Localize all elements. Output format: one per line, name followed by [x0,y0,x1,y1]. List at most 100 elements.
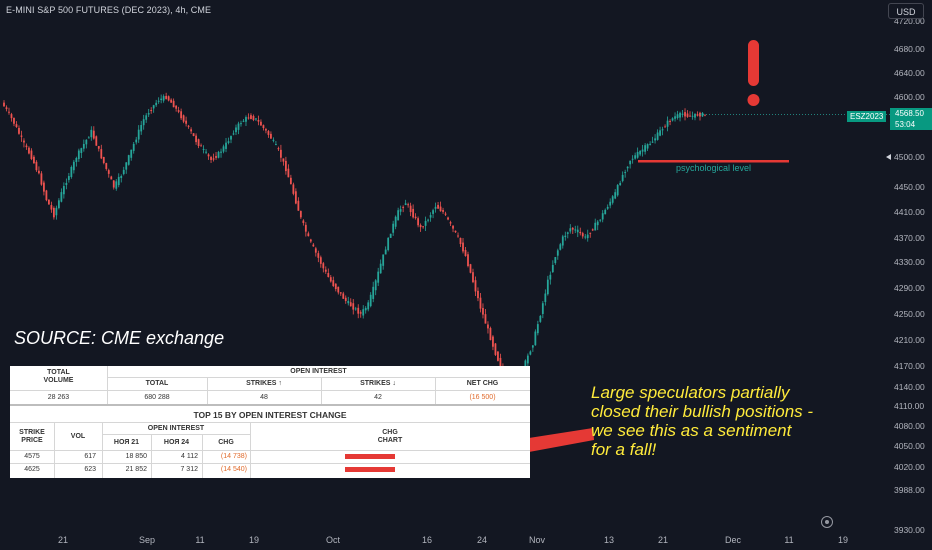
candle-body [689,115,691,117]
candle-body [307,233,310,237]
nov24-header: НОЯ 24 [163,439,190,446]
candle-body [392,223,395,233]
candle-body [147,113,150,115]
y-tick-label: 4020.00 [894,462,925,472]
candle-body [694,113,696,118]
candle-body [417,218,420,226]
candle-body [382,254,385,266]
candle-body [437,204,439,209]
candle-body [252,116,255,120]
candle-body [262,125,265,129]
candle-body [472,272,474,283]
y-tick-label: 4210.00 [894,335,925,345]
candle-body [137,129,140,140]
currency-button[interactable]: USD [888,3,924,19]
candle-body [419,225,422,228]
candle-body [639,150,642,155]
candle-body [245,117,247,122]
candle-body [449,222,452,224]
candle-body [289,177,292,185]
candle-body [212,158,215,160]
candle-body [115,181,118,189]
candle-body [170,99,173,103]
candle-body [581,233,584,237]
y-tick-label: 3930.00 [894,525,925,535]
candle-body [45,190,48,201]
candle-body [80,148,83,153]
candle-body [586,234,589,239]
candle-body [569,228,572,232]
candle-body [297,200,300,211]
candle-body [92,130,95,139]
candle-body [175,105,178,109]
chg-header: CHG [218,439,234,446]
row-nov21: 21 852 [125,466,147,473]
candle-body [429,215,432,218]
strikes-down-header: STRIKES ↓ [360,380,396,387]
candle-body [327,273,330,277]
candle-body [202,148,205,150]
candle-body [369,294,372,307]
candle-body [60,192,63,202]
candle-body [539,315,542,322]
candle-body [444,213,447,215]
row-vol: 623 [84,466,96,473]
candle-body [217,151,220,158]
candle-body [180,111,183,119]
candle-body [534,331,537,346]
candle-body [127,155,130,165]
y-tick-label: 4330.00 [894,257,925,267]
oi-group-header: OPEN INTEREST [147,425,205,432]
note-line: for a fall! [591,440,657,459]
candle-body [172,100,175,108]
candle-body [656,132,659,140]
candle-body [3,102,5,107]
candle-body [287,168,290,178]
candle-body [132,143,135,151]
candle-body [107,170,110,174]
candle-body [362,309,365,316]
candle-body [354,308,357,310]
total-header: TOTAL [145,380,169,387]
candle-body [482,307,484,315]
psychological-level-line [638,160,789,163]
candle-body [95,136,98,146]
candle-body [105,163,108,169]
candle-body [135,139,138,143]
row-chg: (14 738) [220,453,247,460]
y-tick-label: 4370.00 [894,233,925,243]
candle-body [454,230,457,233]
candle-body [387,237,390,251]
candle-body [409,205,412,213]
candle-body [494,343,497,355]
candle-body [50,205,53,210]
candle-body [344,297,347,301]
x-tick-label: Dec [725,535,742,545]
candle-body [190,129,192,132]
candle-body [237,123,240,130]
candle-body [75,157,78,163]
x-tick-label: 16 [422,535,432,545]
candle-body [634,155,637,159]
candle-body [566,232,569,234]
candle-body [671,118,674,121]
candle-body [270,133,272,139]
candle-body [155,102,158,106]
symbol-title: E-MINI S&P 500 FUTURES (DEC 2023), 4h, C… [6,5,212,15]
net-chg-value: (16 500) [469,394,496,401]
candle-body [579,231,582,234]
note-line: we see this as a sentiment [591,421,792,440]
candle-body [18,127,20,134]
settings-icon [821,516,833,528]
y-tick-label: 4140.00 [894,382,925,392]
strikes-up-value: 48 [260,394,268,401]
candle-body [192,133,195,136]
bar-countdown: 53:04 [895,120,916,129]
candle-body [489,328,492,341]
candle-body [474,280,477,292]
candle-body [379,263,382,274]
candle-body [210,157,212,160]
candle-body [82,144,85,149]
candle-body [20,135,23,137]
candle-body [589,232,592,234]
